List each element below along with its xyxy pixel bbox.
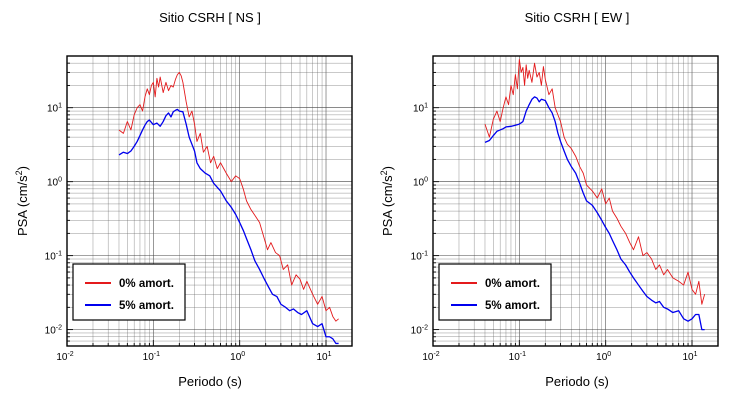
x-tick-label: 10-1 [509,351,526,363]
y-tick-label: 10-1 [411,251,428,263]
x-tick-label: 100 [596,351,611,363]
y-tick-label: 101 [47,103,62,115]
x-axis-label: Periodo (s) [178,374,242,389]
x-tick-label: 101 [682,351,697,363]
x-tick-label: 10-2 [422,351,439,363]
chart-title: Sitio CSRH [ NS ] [159,10,261,25]
chart-panel-ns: 10-2 10-1 100 101 10-2 10-1 100 101 Sitio CSRH [… [14,10,353,389]
legend-label: 0% amort. [119,278,174,290]
y-tick-label: 101 [413,103,428,115]
legend-box [72,263,186,321]
legend-label: 5% amort. [485,300,540,312]
y-tick-label: 10-2 [411,325,428,337]
chart-panel-ew: 10-2 10-1 100 101 10-2 10-1 100 101 Sitio CSRH [… [379,10,719,389]
y-tick-label: 100 [413,177,428,189]
x-tick-label: 10-1 [143,351,160,363]
series-line-amort-5 [484,96,705,331]
legend: 0% amort. 5% amort. [438,263,552,321]
plot-frame [432,55,719,347]
y-axis-label: PSA (cm/s2) [379,166,395,236]
y-axis-label: PSA (cm/s2) [14,166,30,236]
series-line-amort-5 [118,108,339,345]
x-tick-label: 101 [316,351,331,363]
legend: 0% amort. 5% amort. [72,263,186,321]
y-tick-label: 10-2 [45,325,62,337]
legend-box [438,263,552,321]
grid [66,55,353,347]
legend-label: 5% amort. [119,300,174,312]
y-tick-label: 10-1 [45,251,62,263]
plot-frame [66,55,353,347]
series-line-amort-0 [484,58,706,305]
x-tick-label: 10-2 [56,351,73,363]
y-tick-label: 100 [47,177,62,189]
legend-label: 0% amort. [485,278,540,290]
series-line-amort-0 [118,71,339,322]
x-tick-label: 100 [230,351,245,363]
chart-title: Sitio CSRH [ EW ] [525,10,630,25]
x-axis-label: Periodo (s) [545,374,609,389]
